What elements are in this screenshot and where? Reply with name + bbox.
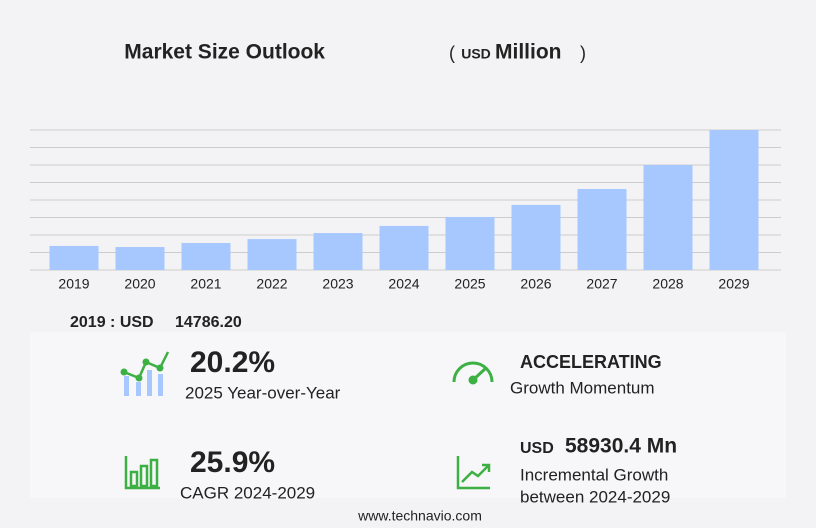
chart-title: Market Size Outlook [124,41,325,64]
x-tick-label: 2020 [124,276,155,292]
unit: Million [495,41,562,64]
base-label: 2019 : USD [70,314,154,331]
momentum-label: Growth Momentum [510,378,655,397]
paren: ( [449,43,455,63]
bar [313,233,363,270]
x-tick-label: 2021 [190,276,221,292]
incr-label: Incremental Growth [520,465,668,484]
bar [181,242,231,270]
momentum-icon [452,361,494,385]
x-tick-label: 2026 [520,276,551,292]
incr-icon [456,456,491,490]
stats-panel [30,332,786,498]
x-tick-label: 2023 [322,276,353,292]
yoy-value: 20.2% [190,346,275,379]
bar [115,247,165,270]
x-tick-label: 2029 [718,276,749,292]
bar [709,130,759,270]
incr-value: 58930.4 Mn [565,435,677,458]
bar [445,216,495,270]
base-value: 14786.20 [175,314,242,331]
footer: www.technavio.com [357,508,482,524]
x-tick-label: 2019 [58,276,89,292]
incr-unit: USD [520,440,554,457]
bar [49,245,99,270]
cagr-label: CAGR 2024-2029 [180,483,315,502]
yoy-label: 2025 Year-over-Year [185,383,341,402]
bar [247,239,297,270]
bar [643,165,693,270]
bar [379,225,429,270]
unit-prefix: USD [461,46,491,62]
incr-label: between 2024-2029 [520,487,670,506]
x-tick-label: 2028 [652,276,683,292]
x-tick-label: 2027 [586,276,617,292]
bar [511,204,561,270]
cagr-value: 25.9% [190,446,275,479]
cagr-icon [124,456,160,490]
bar [577,188,627,270]
x-tick-label: 2022 [256,276,287,292]
paren: ) [580,43,586,63]
yoy-icon [120,351,170,396]
x-tick-label: 2025 [454,276,485,292]
x-tick-label: 2024 [388,276,419,292]
momentum-value: ACCELERATING [520,352,662,372]
